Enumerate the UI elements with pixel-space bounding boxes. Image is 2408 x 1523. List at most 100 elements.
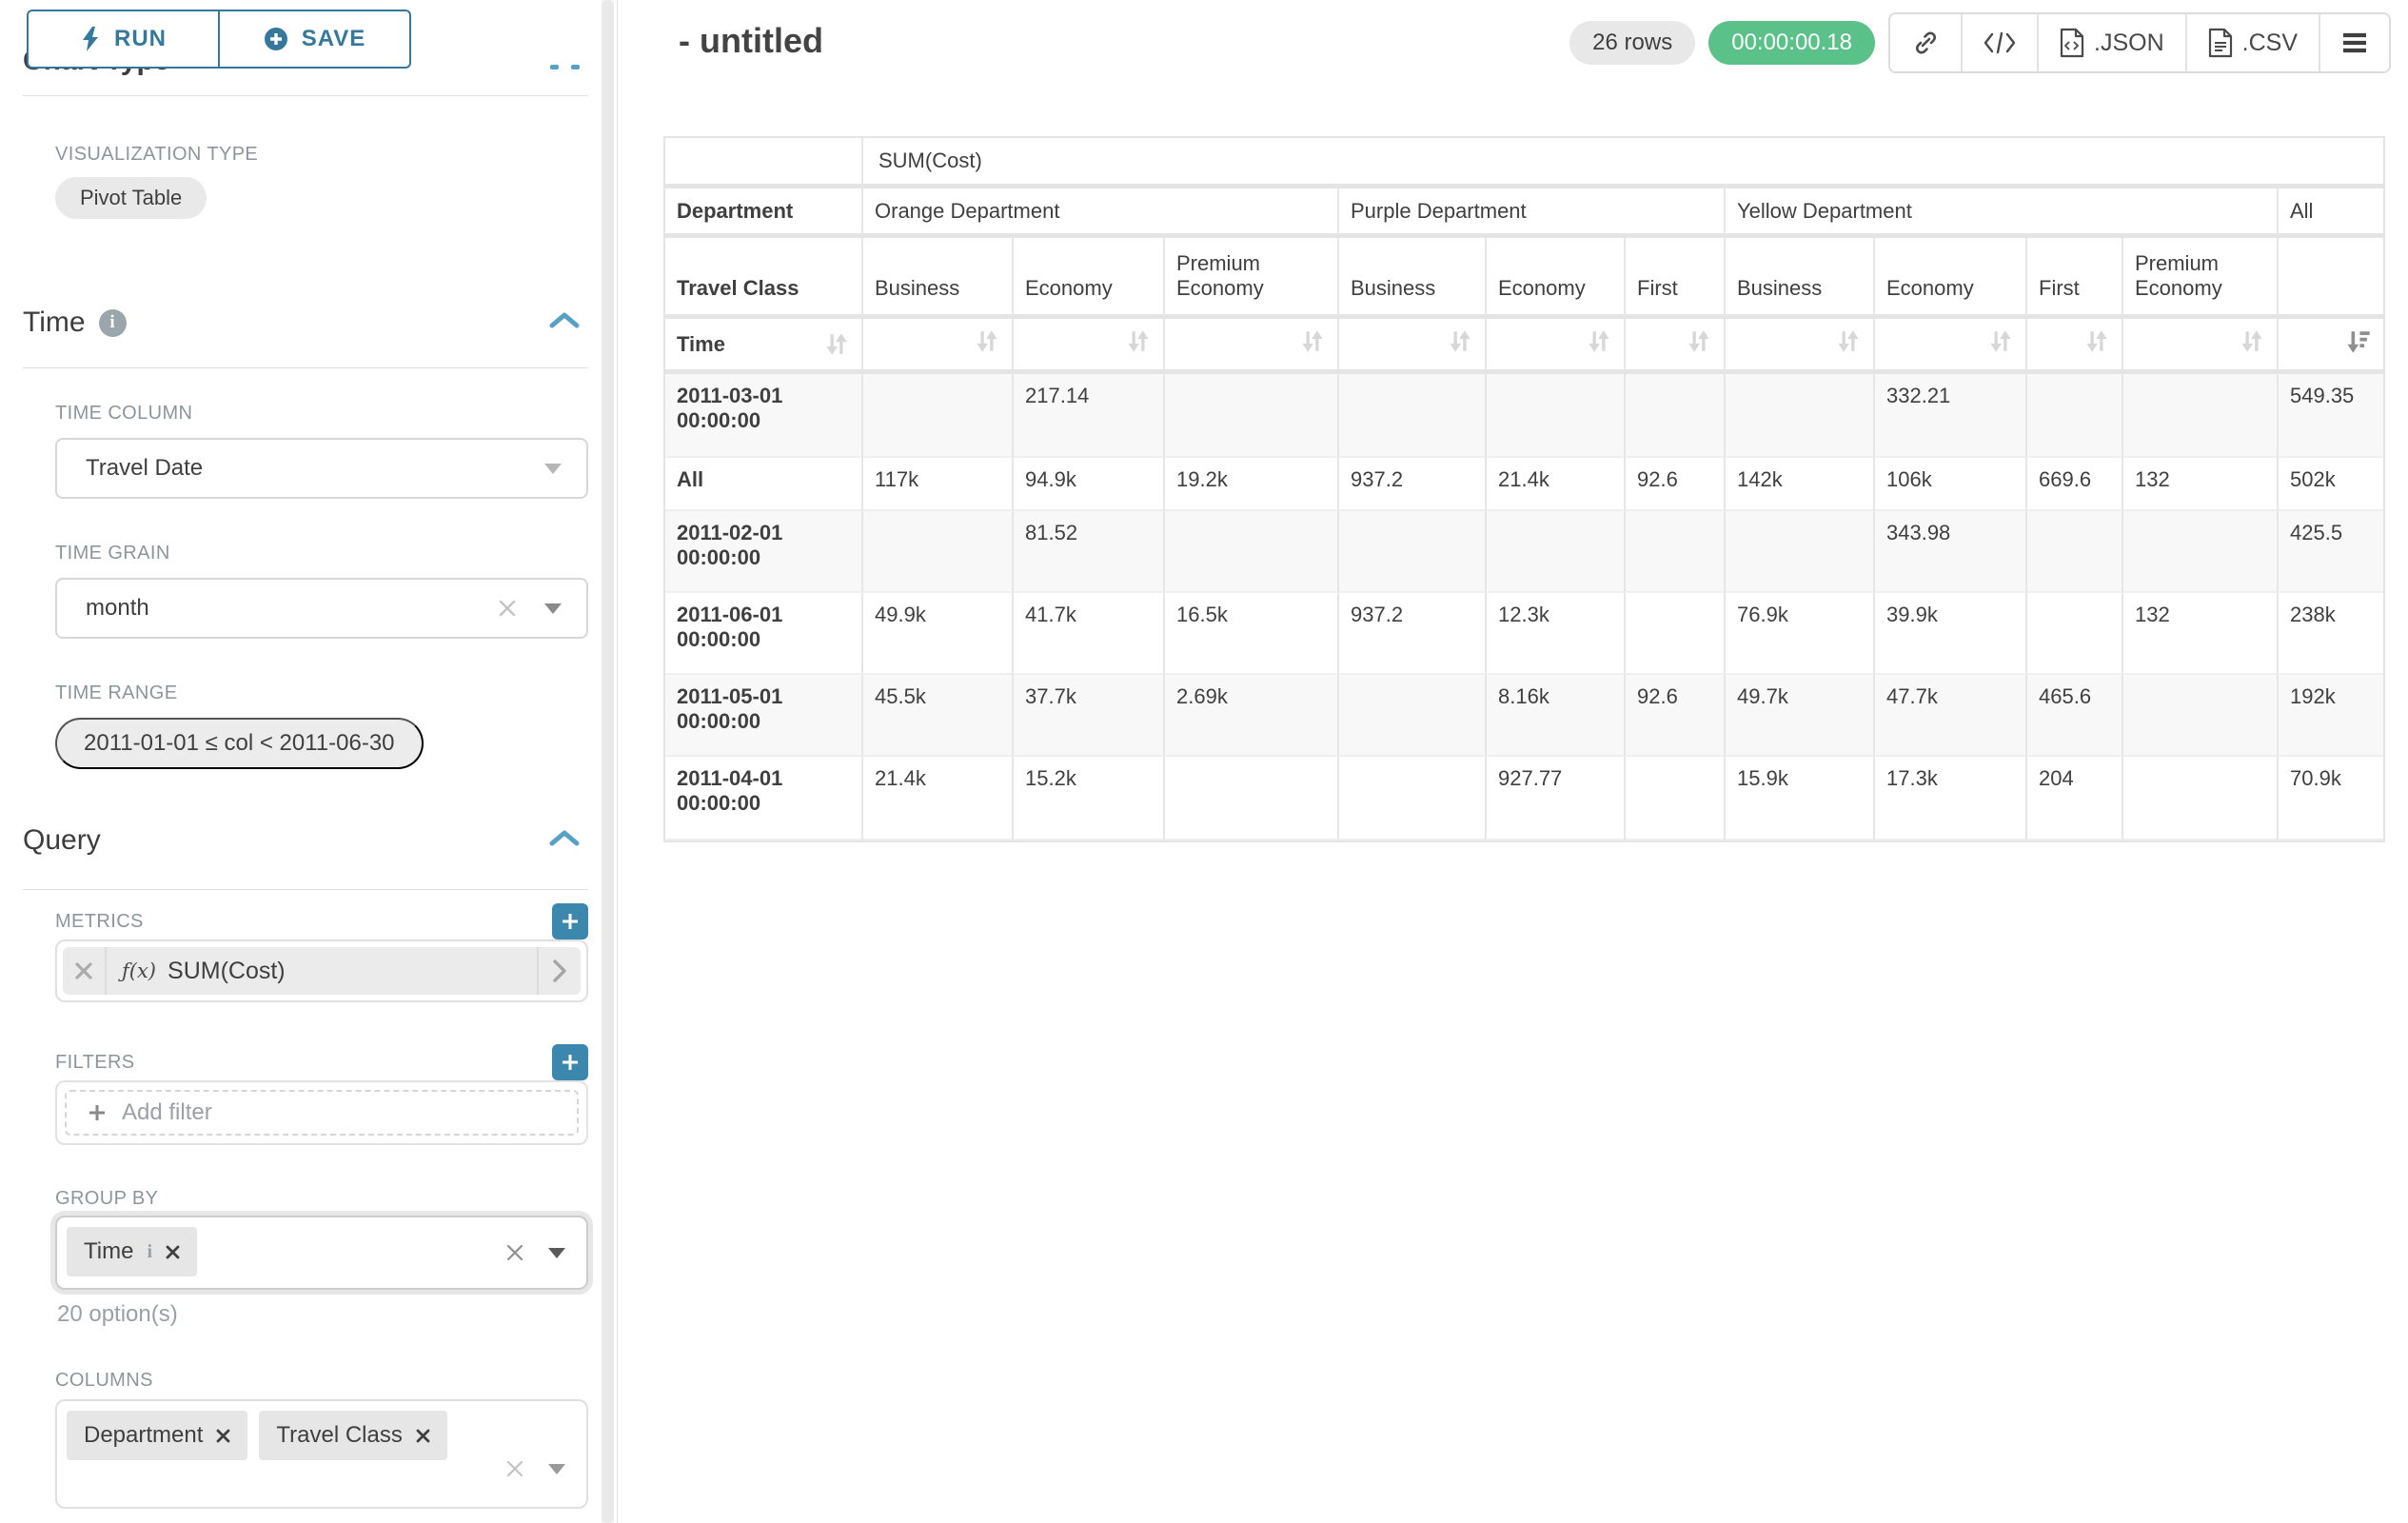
pivot-value-cell: 92.6 <box>1626 675 1726 757</box>
pivot-value-cell <box>1487 511 1626 593</box>
view-query-button[interactable] <box>1961 14 2038 71</box>
chevron-up-icon[interactable] <box>548 829 581 853</box>
copy-link-button[interactable] <box>1890 14 1962 71</box>
visualization-type-label: VISUALIZATION TYPE <box>55 144 259 165</box>
sort-icon-cell[interactable] <box>1487 319 1626 374</box>
clear-icon[interactable] <box>497 598 518 619</box>
sort-icon[interactable] <box>2083 328 2110 354</box>
export-csv-button[interactable]: .CSV <box>2184 14 2319 71</box>
save-button[interactable]: SAVE <box>219 10 411 69</box>
columns-tag-department[interactable]: Department <box>67 1411 248 1460</box>
query-section-header[interactable]: Query <box>23 824 588 857</box>
sort-icon[interactable] <box>1686 328 1712 354</box>
sort-icon[interactable] <box>1125 328 1152 354</box>
sort-icon[interactable] <box>1447 328 1473 354</box>
sort-icon-cell[interactable] <box>1339 319 1487 374</box>
export-json-button[interactable]: .JSON <box>2037 14 2185 71</box>
chevron-right-icon[interactable] <box>537 947 581 995</box>
metrics-label: METRICS <box>55 910 144 932</box>
travel-class-cell: First <box>1626 238 1726 319</box>
clear-icon[interactable] <box>504 1458 525 1479</box>
group-by-tag-time[interactable]: Time i <box>67 1227 198 1276</box>
columns-select[interactable]: Department Travel Class <box>55 1399 588 1509</box>
travel-class-cell: First <box>2027 238 2123 319</box>
run-button[interactable]: RUN <box>27 10 219 69</box>
filters-header-row: FILTERS <box>55 1044 588 1080</box>
save-button-label: SAVE <box>301 26 366 51</box>
time-dim-cell: Time <box>665 319 863 374</box>
plus-circle-icon <box>264 27 288 51</box>
department-group-cell: All <box>2279 188 2384 238</box>
tag-label: Travel Class <box>276 1422 403 1448</box>
pivot-value-cell: 70.9k <box>2279 757 2384 841</box>
pivot-value-cell: 217.14 <box>1014 374 1165 458</box>
add-filter-plus-button[interactable] <box>552 1044 588 1080</box>
pivot-value-cell <box>2027 511 2123 593</box>
pivot-value-cell <box>1339 374 1487 458</box>
sidebar-scrollbar[interactable] <box>602 0 614 1523</box>
metric-name: SUM(Cost) <box>168 957 286 984</box>
row-label-cell: 2011-03-01 00:00:00 <box>665 374 863 458</box>
sort-icon[interactable] <box>1987 328 2014 354</box>
time-section-header[interactable]: Time i <box>23 307 588 339</box>
sort-icon[interactable] <box>2239 328 2265 354</box>
department-group-cell: Purple Department <box>1339 188 1726 238</box>
row-label-cell: 2011-02-01 00:00:00 <box>665 511 863 593</box>
pivot-value-cell: 37.7k <box>1014 675 1165 757</box>
hamburger-menu-icon <box>2341 31 2368 54</box>
time-column-select[interactable]: Travel Date <box>55 438 588 499</box>
export-json-label: .JSON <box>2094 29 2164 56</box>
add-filter-button[interactable]: Add filter <box>65 1090 579 1136</box>
group-by-select[interactable]: Time i <box>55 1216 588 1290</box>
travel-class-cell: Business <box>1339 238 1487 319</box>
sort-icon-cell[interactable] <box>1165 319 1339 374</box>
visualization-type-button[interactable]: Pivot Table <box>55 177 207 219</box>
columns-tag-travel-class[interactable]: Travel Class <box>259 1411 447 1460</box>
row-label-cell: All <box>665 458 863 511</box>
remove-metric-icon[interactable] <box>63 947 107 995</box>
time-range-button[interactable]: 2011-01-01 ≤ col < 2011-06-30 <box>55 718 424 769</box>
pivot-value-cell: 332.21 <box>1875 374 2027 458</box>
chevron-up-icon[interactable] <box>548 311 581 335</box>
sort-icon-cell[interactable] <box>1626 319 1726 374</box>
chart-title[interactable]: - untitled <box>679 21 823 60</box>
clear-icon[interactable] <box>504 1242 525 1263</box>
caret-down-icon[interactable] <box>548 1248 565 1258</box>
pivot-value-cell <box>1339 511 1487 593</box>
pivot-table-container: SUM(Cost) Department Orange Department Purp… <box>663 136 2386 842</box>
caret-down-icon[interactable] <box>548 1464 565 1475</box>
pivot-value-cell: 41.7k <box>1014 593 1165 675</box>
sort-desc-icon-cell[interactable] <box>2279 319 2384 374</box>
pivot-value-cell <box>1339 757 1487 841</box>
remove-tag-icon[interactable] <box>166 1245 180 1259</box>
sort-icon[interactable] <box>1586 328 1612 354</box>
tag-label: Department <box>84 1422 204 1448</box>
metric-pill[interactable]: ƒ(x) SUM(Cost) <box>63 947 581 995</box>
menu-button[interactable] <box>2319 14 2389 71</box>
export-button-group: .JSON .CSV <box>1888 12 2391 73</box>
sort-icon[interactable] <box>823 331 850 357</box>
sort-icon-cell[interactable] <box>2027 319 2123 374</box>
sort-icon-cell[interactable] <box>2123 319 2279 374</box>
sort-icon-cell[interactable] <box>1726 319 1875 374</box>
time-grain-select[interactable]: month <box>55 578 588 639</box>
sort-icon-cell[interactable] <box>1875 319 2027 374</box>
caret-down-icon <box>544 464 562 474</box>
pivot-value-cell: 192k <box>2279 675 2384 757</box>
pivot-value-cell: 76.9k <box>1726 593 1875 675</box>
sort-desc-icon[interactable] <box>2345 328 2372 354</box>
pivot-value-cell: 16.5k <box>1165 593 1339 675</box>
export-csv-label: .CSV <box>2241 29 2298 56</box>
sort-icon-cell[interactable] <box>1014 319 1165 374</box>
sort-icon[interactable] <box>974 328 1000 354</box>
remove-tag-icon[interactable] <box>216 1429 230 1443</box>
add-metric-button[interactable] <box>552 903 588 940</box>
sort-icon[interactable] <box>1835 328 1862 354</box>
pivot-value-cell: 15.2k <box>1014 757 1165 841</box>
pivot-value-cell: 238k <box>2279 593 2384 675</box>
sort-icon[interactable] <box>1299 328 1326 354</box>
time-column-value: Travel Date <box>86 455 204 481</box>
sort-icon-cell[interactable] <box>863 319 1014 374</box>
remove-tag-icon[interactable] <box>416 1429 430 1443</box>
